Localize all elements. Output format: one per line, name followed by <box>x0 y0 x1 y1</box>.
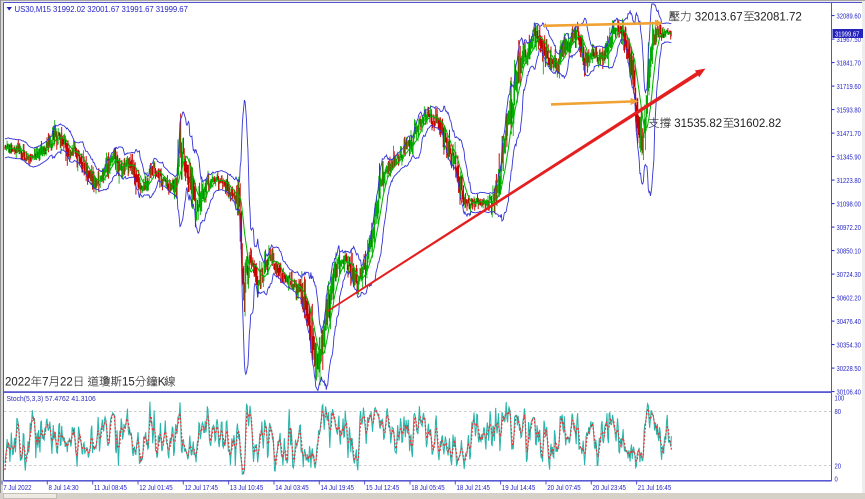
svg-text:32013.67: 32013.67 <box>695 11 743 23</box>
svg-text:31593.80: 31593.80 <box>837 107 862 115</box>
svg-text:22: 22 <box>60 377 73 389</box>
svg-text:31098.00: 31098.00 <box>837 201 862 209</box>
svg-text:30602.20: 30602.20 <box>837 295 862 303</box>
svg-text:K: K <box>158 377 166 389</box>
svg-text:20 Jul 07:45: 20 Jul 07:45 <box>547 485 581 493</box>
svg-text:18 Jul 21:45: 18 Jul 21:45 <box>457 485 491 493</box>
svg-text:100: 100 <box>835 395 845 403</box>
svg-text:30724.30: 30724.30 <box>837 271 862 279</box>
svg-text:14 Jul 19:45: 14 Jul 19:45 <box>321 485 355 493</box>
svg-text:20: 20 <box>835 463 842 471</box>
svg-text:30972.20: 30972.20 <box>837 224 862 232</box>
svg-text:7 Jul 2022: 7 Jul 2022 <box>3 485 31 493</box>
svg-text:31719.60: 31719.60 <box>837 83 862 91</box>
svg-text:15: 15 <box>122 377 135 389</box>
svg-text:Stoch(5,3,3) 57.4762 41.3106: Stoch(5,3,3) 57.4762 41.3106 <box>7 395 96 403</box>
svg-text:80: 80 <box>835 409 842 417</box>
svg-text:14 Jul 03:45: 14 Jul 03:45 <box>275 485 309 493</box>
svg-text:32081.72: 32081.72 <box>754 11 802 23</box>
svg-text:30354.30: 30354.30 <box>837 342 862 350</box>
svg-text:30106.40: 30106.40 <box>837 389 862 397</box>
svg-text:US30,M15 31992.02 32001.67 31: US30,M15 31992.02 32001.67 31991.67 3199… <box>15 5 188 14</box>
svg-text:31999.67: 31999.67 <box>835 31 860 39</box>
svg-text:2022: 2022 <box>5 377 31 389</box>
svg-text:31223.80: 31223.80 <box>837 177 862 185</box>
svg-text:31967.50: 31967.50 <box>837 36 862 44</box>
svg-text:7: 7 <box>42 377 48 389</box>
svg-text:0: 0 <box>835 476 838 484</box>
svg-text:13 Jul 10:45: 13 Jul 10:45 <box>230 485 264 493</box>
svg-text:32089.60: 32089.60 <box>837 13 862 21</box>
svg-text:19 Jul 14:45: 19 Jul 14:45 <box>502 485 536 493</box>
svg-text:30476.40: 30476.40 <box>837 318 862 326</box>
svg-text:31602.82: 31602.82 <box>733 118 781 130</box>
svg-text:21 Jul 16:45: 21 Jul 16:45 <box>638 485 672 493</box>
svg-text:30850.10: 30850.10 <box>837 248 862 256</box>
svg-text:12 Jul 17:45: 12 Jul 17:45 <box>185 485 219 493</box>
svg-text:12 Jul 01:45: 12 Jul 01:45 <box>139 485 173 493</box>
svg-text:31345.90: 31345.90 <box>837 154 862 162</box>
svg-text:31841.70: 31841.70 <box>837 60 862 68</box>
svg-text:31535.82: 31535.82 <box>674 118 722 130</box>
svg-text:30228.50: 30228.50 <box>837 365 862 373</box>
svg-text:18 Jul 05:45: 18 Jul 05:45 <box>411 485 445 493</box>
svg-text:31471.70: 31471.70 <box>837 130 862 138</box>
svg-text:11 Jul 08:45: 11 Jul 08:45 <box>94 485 127 493</box>
svg-text:8 Jul 14:30: 8 Jul 14:30 <box>49 485 79 493</box>
svg-text:20 Jul 23:45: 20 Jul 23:45 <box>593 485 627 493</box>
svg-text:15 Jul 12:45: 15 Jul 12:45 <box>366 485 400 493</box>
